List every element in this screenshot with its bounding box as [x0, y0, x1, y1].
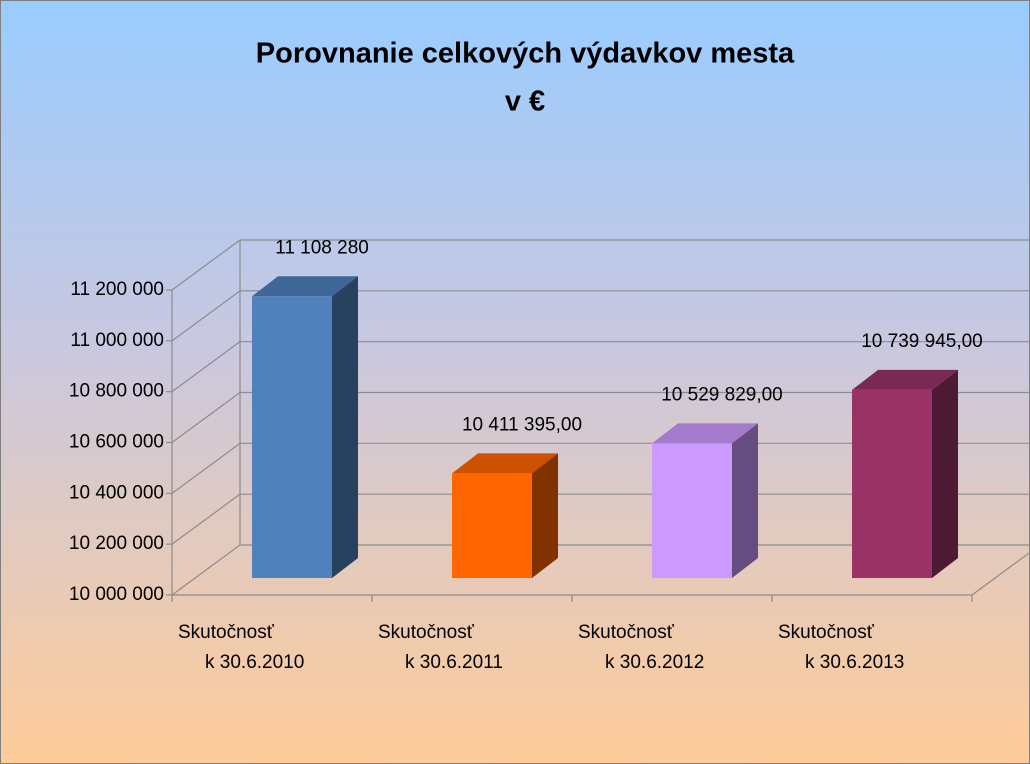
x-tick-label: k 30.6.2010	[205, 652, 304, 673]
bar-side	[932, 369, 958, 578]
grid-line	[171, 341, 241, 393]
bar-top	[852, 369, 958, 390]
y-tick-label: 11 000 000	[70, 330, 164, 351]
grid-line	[171, 493, 241, 545]
grid-line	[171, 239, 241, 291]
x-tick-label: k 30.6.2011	[405, 652, 503, 673]
grid-line	[171, 392, 241, 443]
chart-title: v €	[505, 86, 545, 118]
bar	[852, 389, 932, 578]
x-tick-label: Skutočnosť	[378, 622, 475, 643]
data-label: 11 108 280	[275, 237, 369, 258]
grid-line	[171, 290, 241, 342]
bar-side	[332, 276, 358, 578]
grid-line	[171, 442, 241, 494]
bar	[252, 296, 332, 578]
grid-line	[171, 544, 241, 596]
y-tick-label: 10 400 000	[69, 482, 164, 503]
x-tick-label: Skutočnosť	[578, 622, 675, 643]
y-tick-label: 10 200 000	[69, 533, 164, 554]
bar-side	[532, 453, 558, 578]
bar-top	[652, 423, 758, 444]
chart-title: Porovnanie celkových výdavkov mesta	[256, 38, 795, 70]
bar	[452, 473, 532, 578]
y-tick-label: 11 200 000	[70, 279, 164, 300]
bar-top	[452, 453, 558, 474]
x-tick-label: k 30.6.2013	[805, 652, 904, 673]
data-label: 10 739 945,00	[861, 331, 983, 352]
x-tick-label: k 30.6.2012	[605, 652, 704, 673]
x-tick-label: Skutočnosť	[178, 622, 275, 643]
y-tick-label: 10 000 000	[69, 584, 164, 605]
bar-top	[252, 276, 358, 297]
y-tick-label: 10 600 000	[69, 432, 164, 453]
x-tick-label: Skutočnosť	[778, 622, 875, 643]
data-label: 10 411 395,00	[462, 414, 582, 435]
bar-side	[732, 423, 758, 578]
y-tick-label: 10 800 000	[69, 381, 164, 402]
data-label: 10 529 829,00	[661, 384, 783, 405]
bar	[652, 443, 732, 578]
